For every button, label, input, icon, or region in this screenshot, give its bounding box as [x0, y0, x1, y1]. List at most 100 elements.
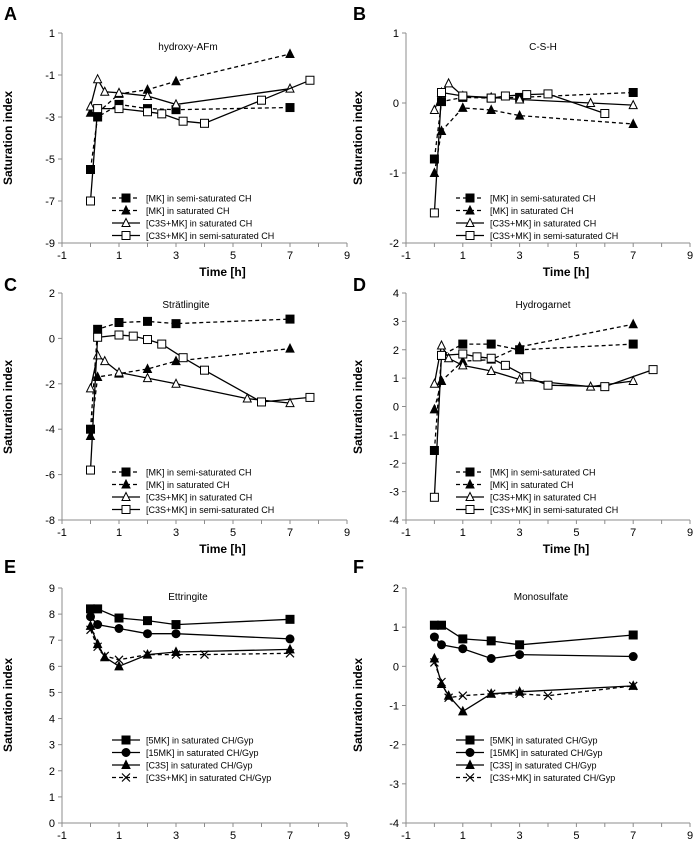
legend-label: [C3S+MK] in saturated CH — [490, 493, 596, 503]
data-point — [458, 644, 468, 654]
data-point — [93, 642, 103, 652]
y-tick-label: 7 — [49, 635, 55, 647]
series-3 — [85, 349, 295, 408]
data-point — [114, 87, 124, 97]
data-point — [171, 355, 181, 366]
x-tick-label: 1 — [460, 830, 466, 842]
data-point — [543, 691, 553, 701]
x-tick-label: -1 — [401, 527, 411, 539]
data-point — [514, 341, 525, 351]
data-point — [429, 104, 440, 114]
data-point — [628, 118, 639, 128]
data-point — [437, 350, 446, 360]
y-axis-label: Saturation index — [351, 91, 365, 185]
x-tick-label: 5 — [573, 250, 579, 262]
data-point — [92, 349, 103, 360]
data-point — [285, 397, 295, 408]
y-tick-label: -4 — [389, 515, 399, 527]
x-tick-label: 5 — [230, 830, 236, 842]
data-point — [114, 655, 124, 665]
x-tick-label: 5 — [573, 830, 579, 842]
data-point — [648, 365, 658, 375]
legend-label: [C3S] in saturated CH/Gyp — [490, 761, 597, 771]
data-point — [429, 652, 440, 663]
y-tick-label: 2 — [49, 288, 55, 300]
data-point — [437, 677, 446, 687]
data-point — [522, 90, 532, 100]
y-tick-label: 0 — [393, 402, 399, 414]
legend-label: [MK] in semi-saturated CH — [490, 194, 596, 204]
data-point — [429, 632, 439, 642]
legend-marker — [121, 759, 131, 769]
data-point — [178, 116, 188, 126]
data-point — [285, 634, 295, 644]
data-point — [436, 375, 447, 385]
data-point — [171, 75, 181, 86]
y-tick-label: 2 — [393, 583, 399, 595]
chart-title: Strätlingite — [162, 300, 210, 311]
data-point — [257, 397, 266, 407]
y-tick-label: 0 — [393, 98, 399, 110]
data-point — [285, 314, 295, 324]
x-tick-label: 3 — [517, 830, 523, 842]
legend-label: [C3S+MK] in saturated CH — [146, 219, 252, 229]
data-point — [285, 342, 295, 353]
data-point — [114, 613, 124, 623]
data-point — [178, 353, 188, 363]
x-tick-label: 1 — [116, 527, 122, 539]
legend-marker — [121, 231, 131, 240]
series-line — [89, 103, 291, 170]
data-point — [628, 375, 639, 385]
x-tick-label: -1 — [57, 250, 67, 262]
panel-letter: E — [4, 557, 16, 577]
data-point — [85, 107, 96, 117]
data-point — [436, 339, 447, 350]
series-4 — [429, 88, 610, 218]
legend-label: [MK] in saturated CH — [490, 206, 574, 216]
legend-label: [MK] in semi-saturated CH — [146, 194, 252, 204]
data-point — [585, 97, 596, 107]
data-point — [543, 380, 553, 390]
legend: [MK] in semi-saturated CH [MK] in saturat… — [112, 467, 274, 515]
data-point — [86, 625, 95, 635]
data-point — [486, 636, 496, 646]
y-tick-label: -1 — [389, 701, 399, 713]
data-point — [93, 620, 103, 630]
series-line — [89, 79, 311, 202]
data-point — [114, 623, 124, 633]
y-tick-label: -3 — [45, 112, 55, 124]
data-point — [143, 629, 152, 639]
data-point — [444, 693, 454, 703]
legend-marker — [121, 748, 131, 757]
series-line — [433, 662, 634, 699]
panel-letter: F — [353, 557, 364, 577]
x-tick-label: 7 — [287, 527, 293, 539]
data-point — [99, 355, 110, 366]
legend-marker — [465, 231, 475, 240]
data-point — [628, 681, 638, 691]
series-line — [433, 353, 654, 498]
data-point — [429, 208, 439, 218]
y-tick-label: -2 — [389, 238, 399, 250]
series-3 — [85, 73, 295, 111]
data-point — [514, 109, 525, 120]
legend-marker — [121, 467, 131, 477]
data-point — [458, 349, 468, 359]
x-tick-label: 3 — [173, 250, 179, 262]
legend-label: [C3S+MK] in saturated CH — [490, 219, 596, 229]
x-tick-label: 5 — [573, 527, 579, 539]
data-point — [143, 316, 152, 326]
series-1 — [86, 604, 295, 630]
legend-label: [C3S+MK] in semi-saturated CH — [146, 231, 274, 241]
legend-label: [MK] in saturated CH — [490, 480, 574, 490]
y-tick-label: -7 — [45, 196, 55, 208]
data-point — [157, 339, 167, 349]
legend: [5MK] in saturated CH/Gyp [15MK] in satur… — [112, 735, 271, 783]
data-point — [429, 154, 439, 164]
legend-marker — [465, 204, 475, 215]
legend-label: [5MK] in saturated CH/Gyp — [146, 736, 254, 746]
x-tick-label: 1 — [460, 527, 466, 539]
data-point — [171, 650, 181, 660]
